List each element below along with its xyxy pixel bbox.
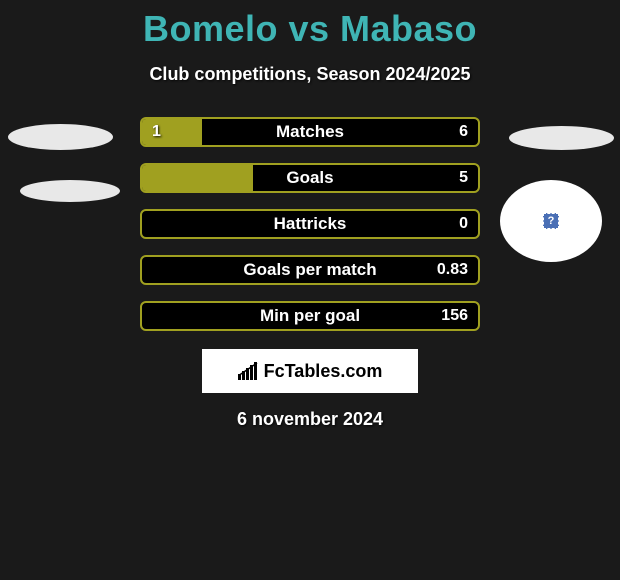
branding-text: FcTables.com: [264, 361, 383, 382]
page-title: Bomelo vs Mabaso: [0, 8, 620, 50]
stat-row-hattricks: Hattricks 0: [140, 209, 480, 239]
player-right-avatar-placeholder-1: [509, 126, 614, 150]
stat-left-value: 1: [152, 123, 161, 141]
stat-right-value: 0: [459, 215, 468, 233]
stat-right-value: 0.83: [437, 261, 468, 279]
stat-row-min-per-goal: Min per goal 156: [140, 301, 480, 331]
stat-row-goals: Goals 5: [140, 163, 480, 193]
stat-label: Hattricks: [274, 214, 347, 234]
player-left-avatar-placeholder-2: [20, 180, 120, 202]
player-left-avatar-placeholder-1: [8, 124, 113, 150]
stat-row-goals-per-match: Goals per match 0.83: [140, 255, 480, 285]
stat-label: Min per goal: [260, 306, 360, 326]
stat-row-matches: 1 Matches 6: [140, 117, 480, 147]
question-icon: ?: [543, 213, 559, 229]
page-subtitle: Club competitions, Season 2024/2025: [0, 64, 620, 85]
stat-label: Goals per match: [243, 260, 376, 280]
stat-right-value: 156: [441, 307, 468, 325]
bars-icon: [238, 362, 260, 380]
stat-label: Goals: [286, 168, 333, 188]
stats-panel: 1 Matches 6 Goals 5 Hattricks 0 Goals pe…: [140, 117, 480, 331]
stat-fill-left: [142, 165, 253, 191]
branding-link[interactable]: FcTables.com: [202, 349, 418, 393]
stat-right-value: 5: [459, 169, 468, 187]
stat-right-value: 6: [459, 123, 468, 141]
stat-label: Matches: [276, 122, 344, 142]
player-right-avatar-placeholder-2: ?: [500, 180, 602, 262]
date-text: 6 november 2024: [0, 409, 620, 430]
